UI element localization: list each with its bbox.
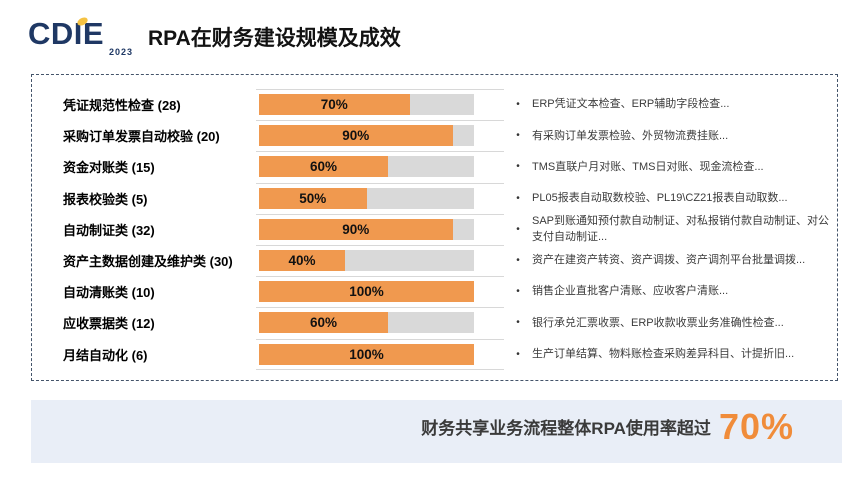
bar-fill: 40% [259,249,345,271]
bar-value-label: 90% [342,128,370,144]
bar-value-label: 60% [309,159,338,175]
category-label: 资产主数据创建及维护类 (30) [63,254,233,270]
category-label: 月结自动化 (6) [63,347,148,363]
bar-description-item: • 生产订单结算、物料账检查采购差异科目、计提折旧... [504,339,837,370]
rpa-chart-panel: 凭证规范性检查 (28) 70% • ERP凭证文本检查、ERP辅助字段检查..… [31,74,838,381]
bar-fill: 90% [259,125,453,147]
chart-row: 自动制证类 (32) 90% • SAP到账通知预付款自动制证、对私报销付款自动… [32,213,837,245]
bar-description-item: • TMS直联户月对账、TMS日对账、现金流检查... [504,151,837,182]
bar-description-item: • 资产在建资产转资、资产调拨、资产调剂平台批量调拨... [504,245,837,276]
summary-text: 财务共享业务流程整体RPA使用率超过 [421,419,711,438]
bar-fill: 100% [259,281,474,303]
bar-plot-area: 60% [256,307,504,338]
bar-fill: 60% [259,312,388,334]
bullet-marker-icon: • [516,223,520,235]
bar-fill: 50% [259,187,367,209]
chart-row: 资金对账类 (15) 60% • TMS直联户月对账、TMS日对账、现金流检查.… [32,151,837,182]
bullet-marker-icon: • [516,286,520,298]
bar-description-item: • 销售企业直批客户清账、应收客户清账... [504,276,837,307]
bar-track: 40% [259,249,474,271]
bullet-marker-icon: • [516,161,520,173]
chart-row: 应收票据类 (12) 60% • 银行承兑汇票收票、ERP收款收票业务准确性检查… [32,307,837,338]
bullet-marker-icon: • [516,317,520,329]
chart-row: 资产主数据创建及维护类 (30) 40% • 资产在建资产转资、资产调拨、资产调… [32,244,837,276]
bar-value-label: 60% [309,315,338,331]
bar-fill: 60% [259,156,388,178]
bullet-marker-icon: • [516,192,520,204]
bullet-marker-icon: • [516,99,520,111]
bar-value-label: 70% [320,97,348,112]
bar-description-item: • 有采购订单发票检验、外贸物流费挂账... [504,120,837,151]
bar-plot-area: 100% [256,276,504,307]
bar-value-label: 90% [342,221,370,237]
summary-banner: 财务共享业务流程整体RPA使用率超过 70% [31,400,842,463]
bar-plot-area: 40% [256,244,504,276]
bar-value-label: 50% [299,190,327,206]
bar-plot-area: 90% [256,213,504,245]
bar-plot-area: 60% [256,151,504,182]
chart-row: 报表校验类 (5) 50% • PL05报表自动取数校验、PL19\CZ21报表… [32,182,837,214]
category-label: 凭证规范性检查 (28) [63,98,181,114]
chart-row: 采购订单发票自动校验 (20) 90% • 有采购订单发票检验、外贸物流费挂账.… [32,120,837,151]
bar-value-label: 100% [349,346,384,362]
bar-description: 生产订单结算、物料账检查采购差异科目、计提折旧... [532,347,795,360]
bar-track: 90% [259,218,474,240]
bar-description: 销售企业直批客户清账、应收客户清账... [532,285,729,298]
bar-plot-area: 50% [256,182,504,214]
bar-track: 90% [259,125,474,147]
bar-description: 资产在建资产转资、资产调拨、资产调剂平台批量调拨... [532,254,806,267]
chart-rows: 凭证规范性检查 (28) 70% • ERP凭证文本检查、ERP辅助字段检查..… [32,89,837,370]
bar-track: 60% [259,312,474,334]
chart-row: 月结自动化 (6) 100% • 生产订单结算、物料账检查采购差异科目、计提折旧… [32,338,837,370]
category-label: 自动制证类 (32) [63,222,155,238]
bar-description-item: • 银行承兑汇票收票、ERP收款收票业务准确性检查... [504,307,837,338]
bar-value-label: 40% [288,252,316,268]
chart-row: 凭证规范性检查 (28) 70% • ERP凭证文本检查、ERP辅助字段检查..… [32,89,837,120]
bar-description: PL05报表自动取数校验、PL19\CZ21报表自动取数... [532,191,788,204]
bar-track: 60% [259,156,474,178]
logo-year: 2023 [109,47,134,57]
bar-plot-area: 70% [256,89,504,120]
bar-description-item: • PL05报表自动取数校验、PL19\CZ21报表自动取数... [504,183,837,214]
bar-track: 100% [259,343,474,365]
bar-fill: 70% [259,94,410,115]
bar-fill: 90% [259,218,453,240]
bar-value-label: 100% [349,284,384,300]
summary-highlight-value: 70% [718,405,794,447]
category-label: 资金对账类 (15) [63,160,155,176]
category-label: 报表校验类 (5) [63,191,148,207]
page-title: RPA在财务建设规模及成效 [148,27,401,50]
bar-description: 有采购订单发票检验、外贸物流费挂账... [532,129,729,142]
bar-plot-area: 100% [256,338,504,370]
bar-description-item: • ERP凭证文本检查、ERP辅助字段检查... [504,89,837,120]
cdie-logo: CDIE 2023 [28,14,138,58]
bar-description-item: • SAP到账通知预付款自动制证、对私报销付款自动制证、对公支付自动制证... [504,214,837,245]
bar-description: 银行承兑汇票收票、ERP收款收票业务准确性检查... [532,316,784,329]
bullet-marker-icon: • [516,130,520,142]
logo-text: CDIE [28,16,105,51]
bar-description: ERP凭证文本检查、ERP辅助字段检查... [532,98,730,111]
bar-fill: 100% [259,343,474,365]
category-label: 采购订单发票自动校验 (20) [63,129,220,145]
category-label: 应收票据类 (12) [63,316,155,332]
bar-track: 100% [259,281,474,303]
bullet-marker-icon: • [516,255,520,267]
bar-track: 70% [259,94,474,115]
bar-description: SAP到账通知预付款自动制证、对私报销付款自动制证、对公支付自动制证... [532,214,830,244]
bullet-marker-icon: • [516,348,520,360]
bar-description: TMS直联户月对账、TMS日对账、现金流检查... [532,160,764,173]
chart-row: 自动清账类 (10) 100% • 销售企业直批客户清账、应收客户清账... [32,276,837,307]
bar-plot-area: 90% [256,120,504,151]
category-label: 自动清账类 (10) [63,285,155,301]
bar-track: 50% [259,187,474,209]
